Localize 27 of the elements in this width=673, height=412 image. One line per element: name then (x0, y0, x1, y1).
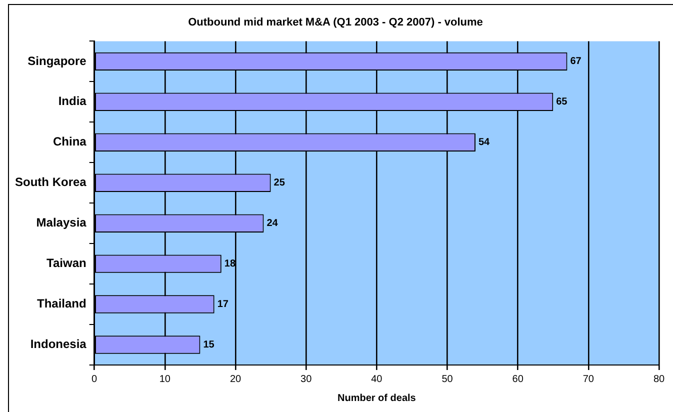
data-label: 24 (266, 218, 278, 230)
x-tick-label: 70 (582, 374, 594, 385)
y-tick-label: Singapore (28, 54, 87, 68)
y-tick-label: India (58, 94, 87, 108)
data-label: 67 (570, 56, 582, 68)
y-tick-label: Indonesia (30, 337, 87, 352)
y-tick-label: Malaysia (36, 216, 87, 230)
data-label: 15 (203, 340, 215, 351)
y-tick-label: South Korea (14, 175, 87, 190)
y-tick-label: Taiwan (46, 256, 86, 270)
y-tick-label: China (52, 134, 87, 149)
data-label: 54 (478, 137, 490, 148)
x-tick-label: 80 (653, 374, 665, 385)
data-label: 18 (224, 258, 236, 270)
data-label: 17 (217, 299, 229, 310)
x-axis-title: Number of deals (337, 392, 416, 404)
data-label: 25 (274, 178, 286, 189)
x-tick-label: 30 (300, 374, 312, 385)
x-tick-label: 50 (442, 374, 454, 385)
chart-title: Outbound mid market M&A (Q1 2003 - Q2 2007) - volume (188, 16, 483, 29)
x-tick-label: 0 (92, 374, 98, 385)
y-tick-label: Thailand (36, 296, 86, 311)
x-tick-label: 60 (512, 374, 524, 385)
x-tick-label: 10 (159, 374, 171, 385)
data-label: 65 (556, 96, 568, 108)
x-tick-label: 20 (230, 374, 242, 385)
x-tick-label: 40 (371, 374, 383, 385)
